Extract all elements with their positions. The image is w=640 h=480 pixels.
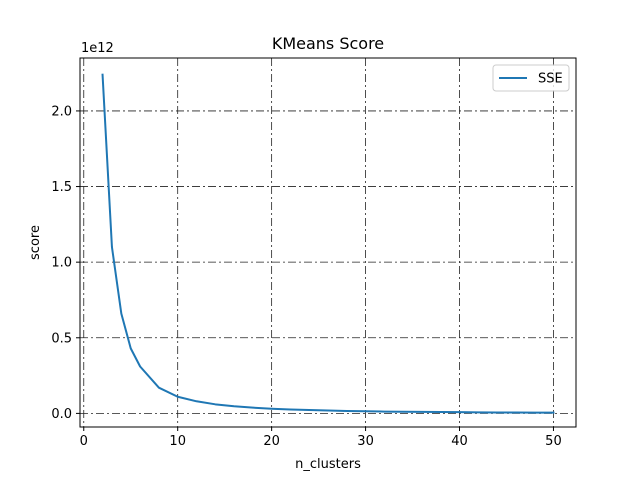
x-axis-label: n_clusters [295, 457, 361, 472]
series-layer [101, 73, 555, 414]
x-tick-label: 10 [169, 434, 186, 449]
y-tick-label: 2.0 [51, 104, 72, 119]
y-axis-label: score [28, 225, 43, 260]
y-offset-label: 1e12 [81, 41, 114, 56]
x-tick-label: 50 [545, 434, 562, 449]
grid [80, 58, 576, 427]
legend-label-sse: SSE [538, 72, 563, 87]
x-tick-label: 0 [80, 434, 88, 449]
legend: SSE [492, 64, 570, 92]
legend-box [492, 64, 570, 92]
y-tick-label: 1.0 [51, 256, 72, 271]
chart-title: KMeans Score [272, 34, 384, 53]
x-tick-label: 20 [263, 434, 280, 449]
plot-area-border [79, 57, 577, 428]
series-line-sse [101, 73, 555, 414]
ticks: 0 10 20 30 40 50 0.0 0.5 1.0 1.5 2.0 [51, 104, 561, 449]
y-tick-label: 0.5 [51, 331, 72, 346]
x-tick-label: 30 [357, 434, 374, 449]
y-tick-label: 1.5 [51, 180, 72, 195]
axes-frame [79, 57, 577, 428]
y-tick-label: 0.0 [51, 407, 72, 422]
x-tick-label: 40 [451, 434, 468, 449]
